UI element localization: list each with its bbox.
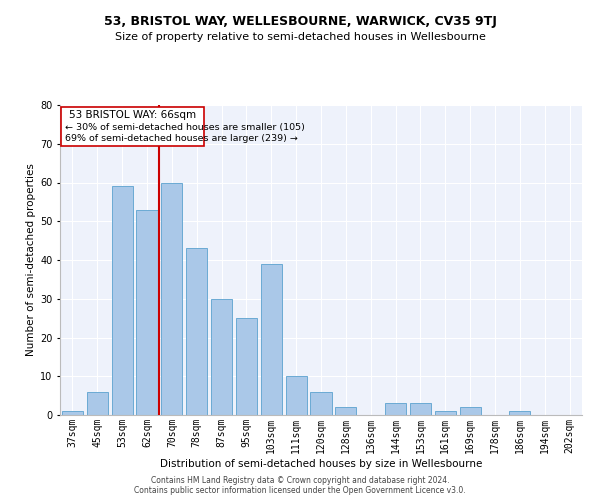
Bar (310, 392, 332, 415)
FancyBboxPatch shape (61, 107, 204, 146)
X-axis label: Distribution of semi-detached houses by size in Wellesbourne: Distribution of semi-detached houses by … (160, 458, 482, 468)
Bar (112, 186, 133, 415)
Bar (186, 248, 207, 415)
Bar (62, 411, 83, 415)
Bar (161, 182, 182, 415)
Bar (236, 318, 257, 415)
Bar (410, 404, 431, 415)
Bar (509, 411, 530, 415)
Bar (435, 411, 456, 415)
Bar (87, 392, 108, 415)
Bar (460, 407, 481, 415)
Bar (286, 376, 307, 415)
Y-axis label: Number of semi-detached properties: Number of semi-detached properties (26, 164, 36, 356)
Bar (261, 264, 282, 415)
Bar (136, 210, 158, 415)
Text: 53, BRISTOL WAY, WELLESBOURNE, WARWICK, CV35 9TJ: 53, BRISTOL WAY, WELLESBOURNE, WARWICK, … (104, 15, 496, 28)
Text: 69% of semi-detached houses are larger (239) →: 69% of semi-detached houses are larger (… (65, 134, 298, 143)
Text: Size of property relative to semi-detached houses in Wellesbourne: Size of property relative to semi-detach… (115, 32, 485, 42)
Bar (385, 404, 406, 415)
Text: 53 BRISTOL WAY: 66sqm: 53 BRISTOL WAY: 66sqm (69, 110, 196, 120)
Bar (335, 407, 356, 415)
Text: Contains public sector information licensed under the Open Government Licence v3: Contains public sector information licen… (134, 486, 466, 495)
Text: ← 30% of semi-detached houses are smaller (105): ← 30% of semi-detached houses are smalle… (65, 122, 305, 132)
Text: Contains HM Land Registry data © Crown copyright and database right 2024.: Contains HM Land Registry data © Crown c… (151, 476, 449, 485)
Bar (211, 298, 232, 415)
